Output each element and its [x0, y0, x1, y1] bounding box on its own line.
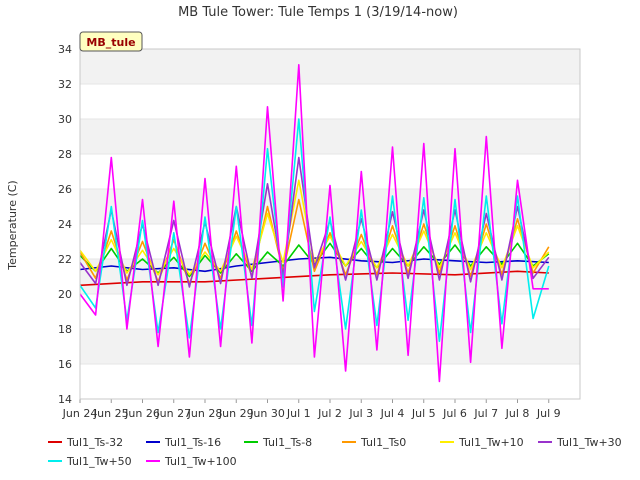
series-line-tul1-tw-30 [79, 156, 550, 288]
legend-item: Tul1_Tw+50 [48, 455, 132, 468]
y-tick-label: 16 [58, 358, 72, 371]
y-tick-label: 30 [58, 113, 72, 126]
legend-item: Tul1_Tw+100 [146, 455, 237, 468]
y-tick-label: 32 [58, 78, 72, 91]
legend-item: Tul1_Tw+30 [538, 436, 622, 449]
legend-label: Tul1_Tw+100 [164, 455, 237, 468]
legend-label: Tul1_Tw+50 [66, 455, 132, 468]
x-tick-label: Jun 27 [155, 407, 191, 420]
x-tick-label: Jul 2 [317, 407, 342, 420]
y-tick-label: 34 [58, 43, 72, 56]
legend-label: Tul1_Ts-8 [262, 436, 312, 449]
x-tick-label: Jun 24 [62, 407, 98, 420]
y-axis: 14 16 18 20 22 24 26 28 30 32 34 [58, 43, 72, 406]
legend-item: Tul1_Tw+10 [440, 436, 524, 449]
legend-label: Tul1_Ts-32 [66, 436, 123, 449]
series-lines [79, 64, 550, 383]
legend-label: Tul1_Ts0 [360, 436, 406, 449]
y-tick-label: 24 [58, 218, 72, 231]
y-tick-label: 18 [58, 323, 72, 336]
legend-item: Tul1_Ts-32 [48, 436, 123, 449]
series-line-tul1-ts0 [79, 198, 550, 285]
legend-item: Tul1_Ts-8 [244, 436, 312, 449]
legend-item: Tul1_Ts0 [342, 436, 406, 449]
legend-item: Tul1_Ts-16 [146, 436, 221, 449]
legend-label: Tul1_Ts-16 [164, 436, 221, 449]
x-tick-label: Jul 9 [536, 407, 561, 420]
x-tick-label: Jun 29 [218, 407, 254, 420]
chart-title: MB Tule Tower: Tule Temps 1 (3/19/14-now… [178, 5, 458, 20]
grid-bands [80, 48, 580, 400]
x-tick-label: Jun 25 [93, 407, 129, 420]
x-tick-label: Jul 1 [286, 407, 311, 420]
plot-frame [79, 48, 581, 400]
x-tick-label: Jul 8 [505, 407, 530, 420]
x-tick-label: Jul 7 [473, 407, 498, 420]
x-tick-label: Jul 5 [411, 407, 436, 420]
y-axis-label: Temperature (C) [6, 180, 19, 270]
series-line-tul1-tw-100 [79, 64, 549, 383]
legend: Tul1_Ts-32 Tul1_Ts-16 Tul1_Ts-8 Tul1_Ts0 Tul… [48, 436, 622, 468]
series-line-tul1-tw-50 [79, 118, 550, 343]
x-tick-label: Jun 26 [124, 407, 160, 420]
station-badge: MB_tule [79, 31, 143, 52]
y-tick-label: 20 [58, 288, 72, 301]
y-tick-label: 28 [58, 148, 72, 161]
x-tick-label: Jul 6 [442, 407, 467, 420]
x-tick-label: Jul 4 [380, 407, 405, 420]
x-tick-label: Jun 30 [249, 407, 285, 420]
y-tick-label: 14 [58, 393, 72, 406]
legend-label: Tul1_Tw+30 [556, 436, 622, 449]
x-tick-label: Jun 28 [187, 407, 223, 420]
grid-band [80, 119, 580, 154]
grid-band [80, 49, 580, 84]
legend-label: Tul1_Tw+10 [458, 436, 524, 449]
x-tick-label: Jul 3 [348, 407, 373, 420]
grid-band [80, 329, 580, 364]
grid-band [80, 154, 580, 189]
grid-band [80, 84, 580, 119]
grid-band [80, 224, 580, 259]
grid-band [80, 364, 580, 399]
station-badge-label: MB_tule [86, 36, 135, 49]
y-tick-label: 26 [58, 183, 72, 196]
series-line-tul1-ts-16 [79, 256, 549, 273]
y-tick-label: 22 [58, 253, 72, 266]
